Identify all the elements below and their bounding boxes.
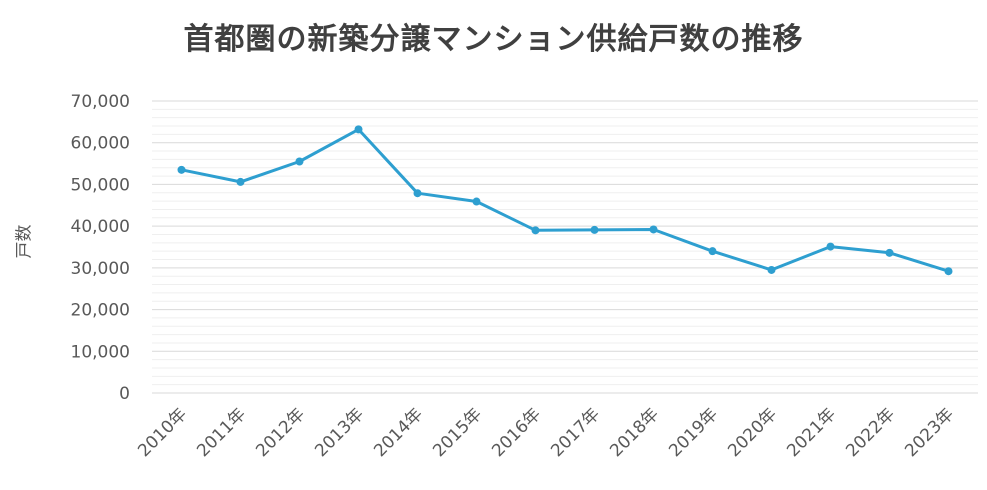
data-point	[531, 226, 540, 235]
data-point	[236, 177, 245, 186]
data-point	[944, 267, 953, 276]
chart-title: 首都圏の新築分譲マンション供給戸数の推移	[183, 22, 804, 57]
x-tick-label: 2022年	[842, 404, 899, 461]
y-tick-label: 20,000	[71, 301, 130, 321]
y-tick-label: 30,000	[71, 259, 130, 279]
data-point	[472, 197, 481, 206]
data-point	[354, 125, 363, 134]
data-point	[649, 225, 658, 234]
data-point	[826, 242, 835, 251]
x-tick-label: 2010年	[134, 404, 191, 461]
series-line	[180, 127, 950, 273]
y-tick-label: 70,000	[71, 92, 130, 112]
x-tick-label: 2012年	[252, 404, 309, 461]
data-point	[177, 165, 186, 174]
y-tick-label: 40,000	[71, 217, 130, 237]
data-point	[767, 265, 776, 274]
y-tick-label: 50,000	[71, 175, 130, 195]
gridlines	[152, 100, 978, 394]
data-point	[885, 248, 894, 257]
y-axis-ticks: 0 10,000 20,000 30,000 40,000 50,000 60,000 70,…	[71, 92, 130, 404]
series-group	[177, 125, 953, 276]
data-point	[295, 157, 304, 166]
data-point	[708, 247, 717, 256]
data-point	[590, 225, 599, 234]
x-tick-label: 2019年	[665, 404, 722, 461]
x-tick-label: 2011年	[193, 404, 250, 461]
x-tick-label: 2014年	[370, 404, 427, 461]
y-tick-label: 60,000	[71, 134, 130, 154]
data-point	[413, 189, 422, 198]
x-tick-label: 2017年	[547, 404, 604, 461]
x-tick-label: 2015年	[429, 404, 486, 461]
y-tick-label: 0	[119, 384, 130, 404]
x-tick-label: 2013年	[311, 404, 368, 461]
x-axis-ticks: 2010年 2011年 2012年 2013年 2014年 2015年 2016年 2017年…	[134, 404, 958, 461]
x-tick-label: 2023年	[901, 404, 958, 461]
x-tick-label: 2021年	[783, 404, 840, 461]
x-tick-label: 2018年	[606, 404, 663, 461]
y-tick-label: 10,000	[71, 342, 130, 362]
x-tick-label: 2016年	[488, 404, 545, 461]
x-tick-label: 2020年	[724, 404, 781, 461]
